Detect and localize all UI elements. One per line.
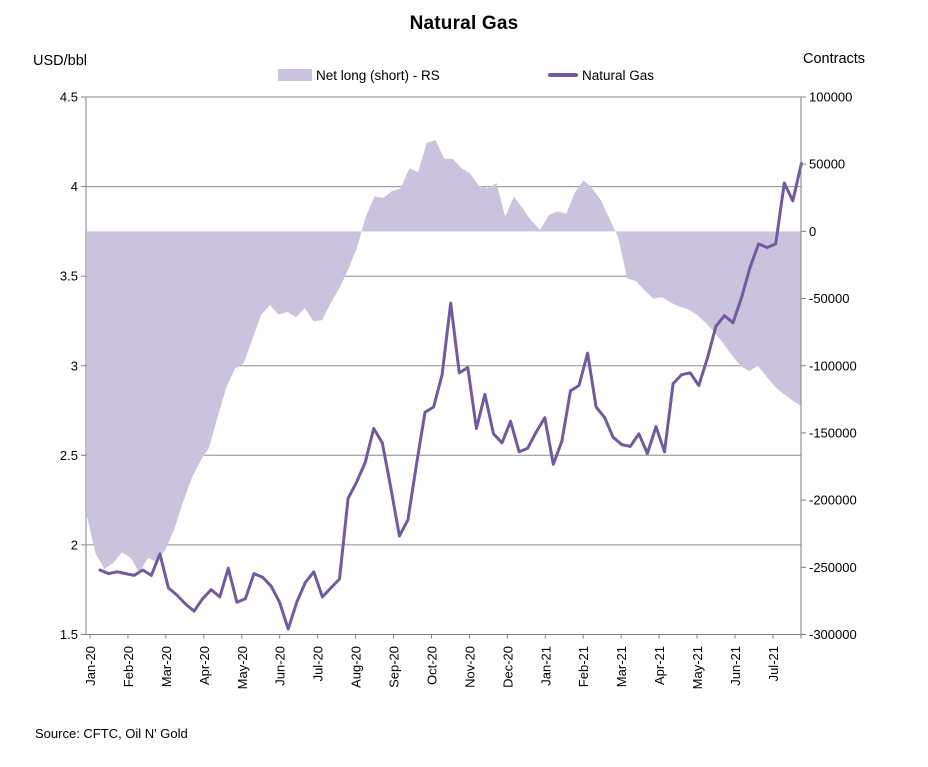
line-swatch-icon	[548, 73, 578, 77]
x-tick-label: Jun-20	[273, 646, 288, 686]
right-tick-label: -300000	[809, 627, 857, 642]
right-tick-label: 50000	[809, 157, 845, 172]
x-tick-label: Sep-20	[387, 646, 402, 688]
source-note: Source: CFTC, Oil N' Gold	[35, 726, 188, 741]
natural-gas-line-series	[98, 161, 803, 631]
left-tick-label: 2	[71, 537, 78, 552]
right-tick-label: -200000	[809, 493, 857, 508]
legend-item-natural-gas: Natural Gas	[548, 66, 654, 84]
x-tick-label: Nov-20	[462, 646, 477, 688]
right-tick-label: -50000	[809, 291, 849, 306]
x-tick-label: Aug-20	[349, 646, 364, 688]
area-swatch-icon	[278, 69, 312, 81]
x-tick-label: Feb-20	[121, 646, 136, 687]
legend-natural-gas-label: Natural Gas	[582, 67, 655, 83]
x-tick-label: Mar-20	[159, 646, 174, 687]
right-tick-label: -250000	[809, 560, 857, 575]
chart-title: Natural Gas	[409, 13, 519, 34]
x-tick-label: Mar-21	[614, 646, 629, 687]
x-tick-label: Feb-21	[576, 646, 591, 687]
x-tick-label: Oct-20	[425, 646, 440, 685]
x-tick-label: Jul-20	[311, 646, 326, 681]
x-tick-label: May-20	[235, 646, 250, 689]
x-tick-label: Apr-21	[652, 646, 667, 685]
left-tick-label: 3.5	[60, 269, 78, 284]
right-axis-title: Contracts	[803, 51, 866, 67]
x-tick-label: Jul-21	[766, 646, 781, 681]
x-tick-label: Jan-20	[83, 646, 98, 686]
x-tick-label: Jan-21	[538, 646, 553, 686]
right-tick-label: 100000	[809, 90, 852, 105]
right-tick-label: -150000	[809, 425, 857, 440]
left-tick-label: 1.5	[60, 627, 78, 642]
x-tick-label: Dec-20	[500, 646, 515, 688]
left-tick-label: 4	[71, 179, 78, 194]
legend-net-long-label: Net long (short) - RS	[316, 67, 440, 83]
net-long-area-series	[87, 140, 802, 573]
x-tick-label: May-21	[690, 646, 705, 689]
right-tick-label: -100000	[809, 358, 857, 373]
left-axis-title: USD/bbl	[33, 53, 87, 69]
legend-item-net-long: Net long (short) - RS	[278, 66, 440, 84]
left-tick-label: 2.5	[60, 448, 78, 463]
left-tick-label: 4.5	[60, 90, 78, 105]
right-tick-label: 0	[809, 224, 816, 239]
x-tick-label: Apr-20	[197, 646, 212, 685]
x-tick-label: Jun-21	[728, 646, 743, 686]
left-tick-label: 3	[71, 358, 78, 373]
